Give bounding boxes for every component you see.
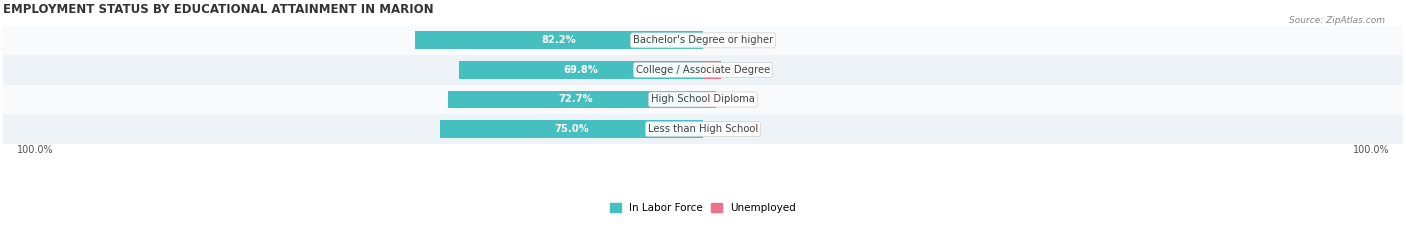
Legend: In Labor Force, Unemployed: In Labor Force, Unemployed xyxy=(610,203,796,213)
Text: EMPLOYMENT STATUS BY EDUCATIONAL ATTAINMENT IN MARION: EMPLOYMENT STATUS BY EDUCATIONAL ATTAINM… xyxy=(3,3,433,16)
Bar xyxy=(415,31,703,49)
Text: 3.6%: 3.6% xyxy=(723,94,748,104)
Text: College / Associate Degree: College / Associate Degree xyxy=(636,65,770,75)
Text: 69.8%: 69.8% xyxy=(564,65,598,75)
Bar xyxy=(3,114,1403,144)
Text: 100.0%: 100.0% xyxy=(1353,145,1389,155)
Text: 72.7%: 72.7% xyxy=(558,94,593,104)
Text: High School Diploma: High School Diploma xyxy=(651,94,755,104)
Bar xyxy=(3,85,1403,114)
Text: 82.2%: 82.2% xyxy=(541,35,576,45)
Bar xyxy=(3,26,1403,55)
Text: Source: ZipAtlas.com: Source: ZipAtlas.com xyxy=(1289,16,1385,25)
Bar xyxy=(449,91,703,108)
Text: 75.0%: 75.0% xyxy=(554,124,589,134)
Bar xyxy=(458,61,703,79)
Text: Bachelor's Degree or higher: Bachelor's Degree or higher xyxy=(633,35,773,45)
Bar xyxy=(703,91,716,108)
Text: 100.0%: 100.0% xyxy=(17,145,53,155)
Text: 0.0%: 0.0% xyxy=(710,35,735,45)
Text: Less than High School: Less than High School xyxy=(648,124,758,134)
Text: 5.2%: 5.2% xyxy=(728,65,754,75)
Text: 0.0%: 0.0% xyxy=(710,124,735,134)
Bar xyxy=(440,120,703,138)
Bar xyxy=(703,61,721,79)
Bar xyxy=(3,55,1403,85)
